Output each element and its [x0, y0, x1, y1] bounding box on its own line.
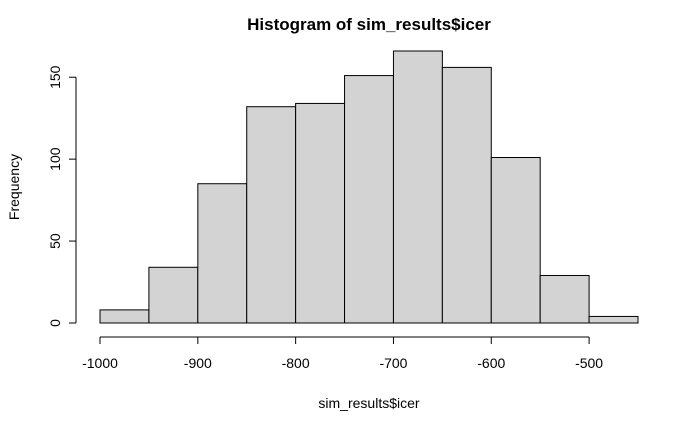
chart-title: Histogram of sim_results$icer — [247, 15, 491, 34]
y-tick-label: 100 — [47, 147, 63, 171]
histogram-bar — [246, 106, 297, 324]
x-tick-label: -500 — [575, 355, 603, 371]
histogram-bar — [539, 274, 590, 324]
histogram-bar — [344, 75, 394, 324]
x-axis: -1000 -900 -800 -700 -600 -500 — [82, 336, 603, 371]
histogram-bar — [392, 50, 443, 324]
x-tick-label: -600 — [477, 355, 505, 371]
x-tick-label: -1000 — [82, 355, 118, 371]
x-tick-label: -700 — [379, 355, 407, 371]
y-tick-label: 0 — [47, 319, 63, 327]
y-axis: 0 50 100 150 — [47, 65, 77, 327]
y-tick-label: 50 — [47, 233, 63, 249]
y-tick-label: 150 — [47, 65, 63, 89]
histogram-bar — [588, 315, 639, 324]
histogram-bar — [99, 309, 150, 324]
x-tick-label: -900 — [184, 355, 212, 371]
x-axis-label: sim_results$icer — [318, 395, 419, 411]
histogram-bar — [490, 157, 541, 324]
histogram-bar — [295, 102, 346, 324]
x-tick-label: -800 — [282, 355, 310, 371]
bars-group — [99, 50, 639, 324]
y-axis-label: Frequency — [6, 154, 22, 220]
histogram-bar — [197, 183, 248, 324]
histogram-bar — [148, 266, 199, 324]
histogram-bar — [441, 66, 492, 324]
